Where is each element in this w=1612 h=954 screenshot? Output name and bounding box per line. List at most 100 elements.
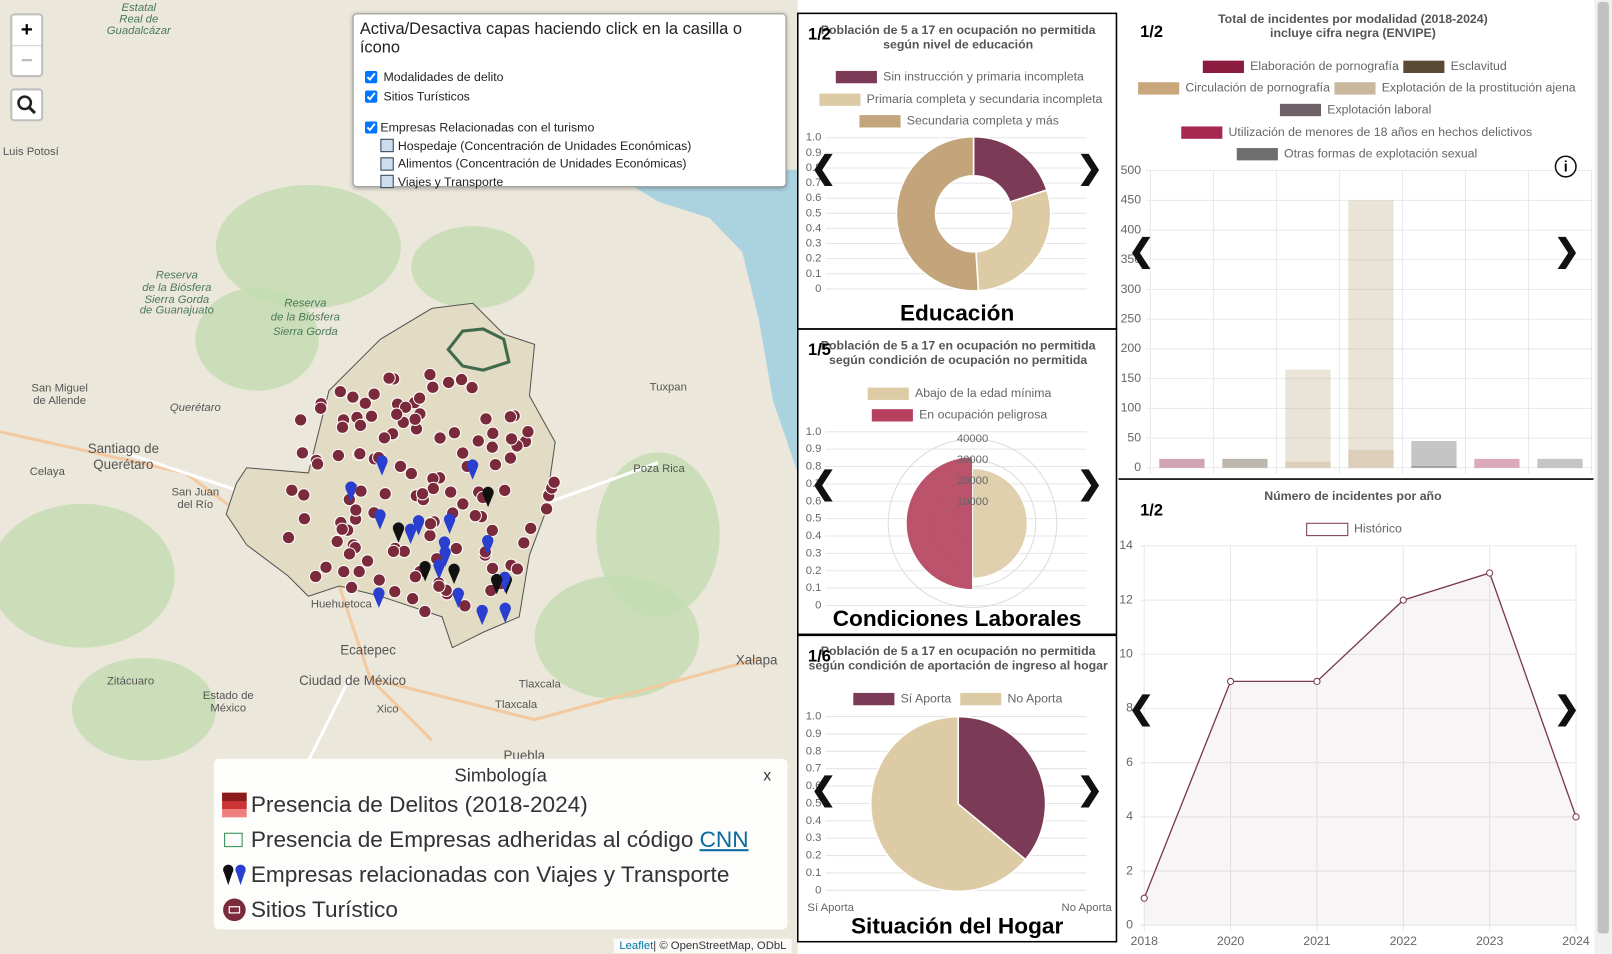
map-road — [307, 677, 351, 762]
layer-label[interactable]: Empresas Relacionadas con el turismo — [380, 119, 595, 135]
y-tick-label: 0.9 — [806, 147, 822, 159]
tourist-site-marker — [485, 440, 499, 454]
bar — [1537, 458, 1583, 468]
nav-next[interactable]: ❯ — [1077, 150, 1103, 186]
layer-subitem[interactable]: Alimentos (Concentración de Unidades Eco… — [360, 155, 779, 173]
info-icon[interactable] — [1554, 155, 1577, 178]
y-tick-label: 0.4 — [806, 530, 822, 542]
tourist-site-marker — [441, 375, 456, 390]
pie-slice — [957, 715, 1047, 861]
radial-tick-label: 10000 — [957, 496, 988, 508]
legend-label: Circulación de pornografía — [1185, 81, 1330, 95]
chart-title: según condición de aportación de ingreso… — [808, 658, 1108, 672]
layer-icon[interactable] — [380, 139, 394, 153]
y-tick-label: 0.1 — [806, 867, 822, 879]
attribution-link[interactable]: OpenStreetMap — [670, 939, 751, 952]
transport-marker — [376, 455, 388, 476]
layer-label[interactable]: Modalidades de delito — [383, 69, 504, 84]
tourist-site-marker — [308, 569, 323, 584]
layer-subitem[interactable]: Hospedaje (Concentración de Unidades Eco… — [360, 137, 779, 155]
legend-label: Esclavitud — [1451, 59, 1507, 73]
tourist-site-marker — [386, 544, 401, 559]
place-label: Sierra Gorda — [273, 326, 338, 338]
place-label: Querétaro — [93, 457, 153, 472]
legend-item: Presencia de Empresas adheridas al códig… — [222, 822, 779, 857]
legend-item: Presencia de Delitos (2018-2024) — [222, 787, 779, 822]
place-label: Tlaxcala — [495, 699, 538, 711]
place-label: Huehuetoca — [311, 598, 373, 610]
nav-prev[interactable]: ❮ — [811, 150, 837, 186]
legend-link[interactable]: CNN — [699, 826, 749, 853]
layer-subitem[interactable]: Viajes y Transporte — [360, 173, 779, 191]
transport-marker — [412, 515, 425, 536]
y-tick-label: 0.6 — [806, 780, 822, 792]
nav-next[interactable]: ❯ — [1554, 691, 1580, 727]
tourist-site-marker — [330, 534, 344, 549]
layer-checkbox[interactable] — [364, 70, 378, 83]
legend-swatch — [1403, 60, 1445, 73]
zoom-in[interactable]: + — [20, 18, 33, 42]
legend-close[interactable]: x — [763, 766, 772, 785]
y-tick-label: 0.9 — [806, 443, 822, 455]
place-label: Santiago de — [88, 441, 159, 456]
legend-label: Sitios Turístico — [250, 896, 398, 923]
nav-next[interactable]: ❯ — [1077, 465, 1103, 501]
search-button[interactable] — [10, 88, 44, 122]
tourist-site-marker — [454, 372, 469, 387]
place-label: Estado de — [203, 690, 254, 702]
layer-checkbox[interactable] — [364, 120, 378, 134]
transport-marker — [392, 522, 405, 543]
attribution-link[interactable]: Leaflet — [619, 939, 654, 952]
page-indicator: 1/6 — [808, 647, 831, 665]
layer-label[interactable]: Alimentos (Concentración de Unidades Eco… — [397, 156, 687, 171]
legend-swatch — [1279, 103, 1322, 117]
nav-prev[interactable]: ❮ — [1128, 233, 1154, 269]
nav-prev[interactable]: ❮ — [811, 465, 837, 501]
chart-title: incluye cifra negra (ENVIPE) — [1270, 26, 1436, 40]
tourist-site-marker — [405, 592, 420, 606]
y-tick-label: 0 — [815, 283, 821, 295]
legend-swatch — [223, 898, 246, 922]
place-label: Poza Rica — [633, 463, 685, 475]
y-tick-label: 0.9 — [806, 728, 822, 740]
chart-title: Población de 5 a 17 en ocupación no perm… — [821, 23, 1096, 37]
nav-prev[interactable]: ❮ — [1128, 691, 1154, 727]
place-label: México — [210, 702, 246, 714]
layer-checkbox[interactable] — [364, 89, 378, 103]
y-tick-label: 0.5 — [806, 513, 822, 525]
y-tick-label: 400 — [1121, 222, 1142, 236]
donut-slice — [972, 135, 1048, 204]
place-label: Reserva — [156, 270, 198, 282]
nav-prev[interactable]: ❮ — [811, 772, 837, 808]
info-label[interactable]: i — [1564, 159, 1568, 175]
layer-icon[interactable] — [380, 175, 394, 189]
layer-icon[interactable] — [380, 157, 394, 171]
layer-title: Activa/Desactiva capas haciendo click en… — [359, 20, 743, 57]
layer-label[interactable]: Sitios Turísticos — [383, 88, 470, 104]
layer-label[interactable]: Viajes y Transporte — [397, 174, 504, 189]
chart-title: Número de incidentes por año — [1264, 489, 1442, 503]
transport-marker — [443, 513, 456, 535]
page-indicator: 1/2 — [808, 25, 831, 43]
attribution-text: , ODbL — [750, 939, 787, 952]
legend-label: Presencia de Empresas adheridas al códig… — [250, 826, 694, 853]
y-tick-label: 50 — [1127, 430, 1141, 444]
nav-next[interactable]: ❯ — [1554, 233, 1580, 269]
point — [1399, 596, 1407, 604]
nav-next[interactable]: ❯ — [1077, 772, 1103, 808]
legend-label: Otras formas de explotación sexual — [1284, 146, 1477, 160]
y-tick-label: 100 — [1121, 401, 1142, 415]
transport-marker — [439, 546, 451, 567]
tourist-site-marker — [337, 564, 351, 579]
layer-label[interactable]: Hospedaje (Concentración de Unidades Eco… — [397, 138, 692, 153]
tourist-site-marker — [319, 560, 333, 574]
zoom-out[interactable]: − — [12, 45, 42, 76]
y-tick-label: 0.5 — [806, 797, 822, 809]
tourist-site-marker — [364, 409, 379, 423]
y-tick-label: 0.2 — [806, 565, 822, 577]
legend-swatch — [223, 864, 246, 886]
y-tick-label: 0.8 — [806, 745, 822, 757]
tourist-site-marker — [353, 418, 368, 433]
map-forest — [596, 452, 720, 617]
legend-item: Empresas relacionadas con Viajes y Trans… — [222, 857, 779, 892]
